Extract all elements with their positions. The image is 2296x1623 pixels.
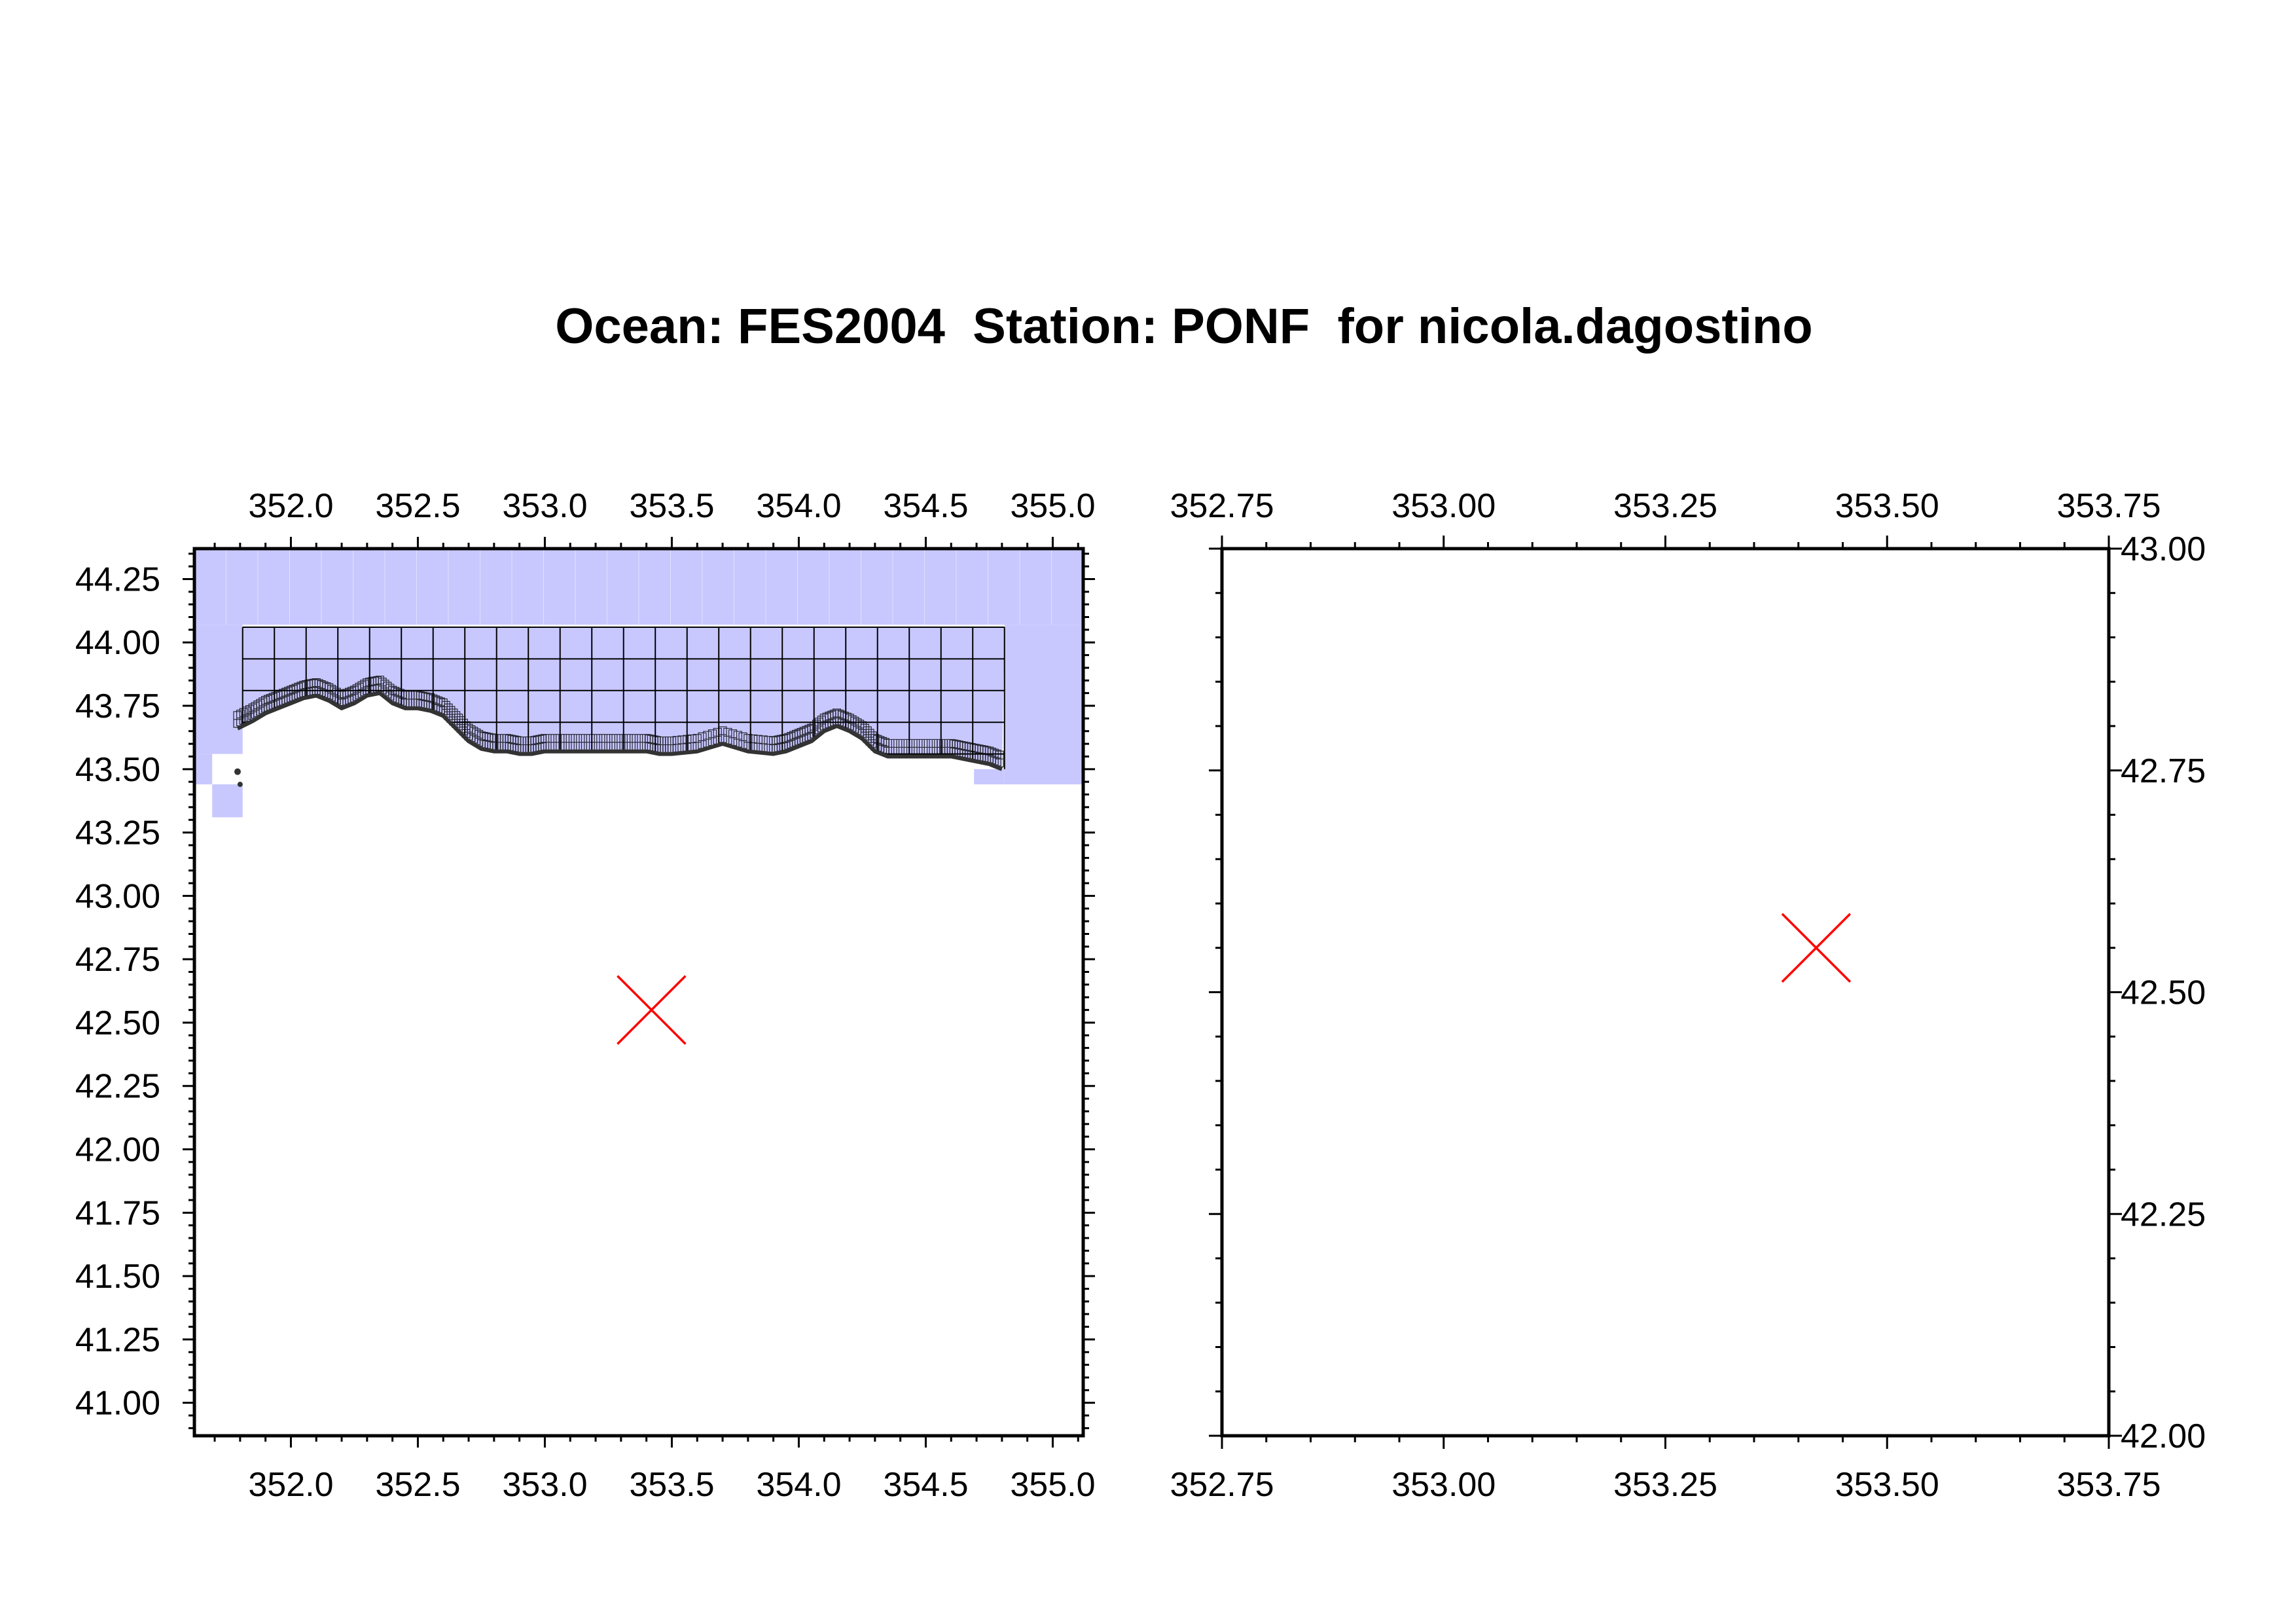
x-tick-label-top: 354.0: [756, 487, 841, 525]
y-tick-label: 42.25: [75, 1068, 160, 1106]
x-tick-label-bottom: 352.75: [1170, 1466, 1274, 1504]
x-tick-label-bottom: 355.0: [1010, 1466, 1095, 1504]
y-tick-label: 41.75: [75, 1194, 160, 1232]
y-tick-label: 41.50: [75, 1258, 160, 1296]
x-tick-label-top: 353.0: [502, 487, 587, 525]
ocean-region: [194, 549, 1083, 625]
x-tick-label-bottom: 353.75: [2056, 1466, 2161, 1504]
y-tick-label: 42.25: [2121, 1195, 2206, 1233]
ocean-region: [212, 784, 243, 818]
y-tick-label: 43.00: [75, 877, 160, 915]
x-tick-label-top: 352.75: [1170, 487, 1274, 525]
x-tick-label-bottom: 354.0: [756, 1466, 841, 1504]
y-tick-label: 42.00: [2121, 1417, 2206, 1455]
y-tick-label: 43.50: [75, 751, 160, 789]
x-tick-label-top: 353.00: [1391, 487, 1496, 525]
plot-title-text: Ocean: FES2004 Station: PONF for nicola.…: [555, 299, 1813, 354]
y-tick-label: 42.75: [75, 941, 160, 979]
y-tick-label: 43.25: [75, 814, 160, 852]
island-dot: [234, 768, 241, 775]
y-tick-label: 43.00: [2121, 530, 2206, 568]
ocean-region: [1004, 625, 1083, 785]
x-tick-label-top: 355.0: [1010, 487, 1095, 525]
axis-ticks: [1209, 536, 2122, 1449]
x-tick-label-top: 352.5: [375, 487, 460, 525]
x-tick-label-bottom: 354.5: [883, 1466, 968, 1504]
y-tick-label: 41.25: [75, 1321, 160, 1359]
x-tick-label-bottom: 353.0: [502, 1466, 587, 1504]
x-tick-label-bottom: 352.5: [375, 1466, 460, 1504]
y-tick-label: 41.00: [75, 1385, 160, 1423]
zoom-map: 352.75 352.75 353.00 353.00 353.25 353.25 353.…: [1170, 487, 2206, 1504]
model-grid: [242, 627, 1005, 769]
station-marker: [617, 975, 687, 1045]
overview-map: 352.0 352.0 352.5 352.5 353.0 353.0 353.5 353.5…: [75, 487, 1096, 1504]
x-tick-label-bottom: 352.0: [248, 1466, 333, 1504]
x-tick-label-bottom: 353.00: [1391, 1466, 1496, 1504]
x-tick-label-bottom: 353.50: [1835, 1466, 1939, 1504]
x-tick-label-bottom: 353.5: [629, 1466, 714, 1504]
y-tick-label: 42.50: [75, 1004, 160, 1042]
x-tick-label-top: 352.0: [248, 487, 333, 525]
plot-title: Ocean: FES2004 Station: PONF for nicola.…: [0, 298, 2296, 355]
x-tick-label-top: 353.5: [629, 487, 714, 525]
y-tick-label: 44.00: [75, 624, 160, 662]
x-tick-label-bottom: 353.25: [1613, 1466, 1717, 1504]
y-tick-label: 44.25: [75, 560, 160, 598]
ocean-region: [194, 625, 243, 754]
x-tick-label-top: 353.75: [2056, 487, 2161, 525]
island-dot: [237, 782, 243, 788]
y-tick-label: 42.00: [75, 1131, 160, 1169]
ocean-region: [974, 769, 1005, 785]
ocean-region: [194, 754, 213, 785]
coastline: [236, 691, 1003, 771]
x-tick-label-top: 354.5: [883, 487, 968, 525]
x-tick-label-top: 353.25: [1613, 487, 1717, 525]
y-tick-label: 43.75: [75, 687, 160, 725]
map-frame: [192, 547, 1085, 1438]
axis-ticks: [183, 537, 1095, 1448]
x-tick-label-top: 353.50: [1835, 487, 1939, 525]
map-frame: [1220, 547, 2111, 1438]
y-tick-label: 42.75: [2121, 752, 2206, 790]
station-marker: [1781, 913, 1852, 983]
y-tick-label: 42.50: [2121, 974, 2206, 1012]
